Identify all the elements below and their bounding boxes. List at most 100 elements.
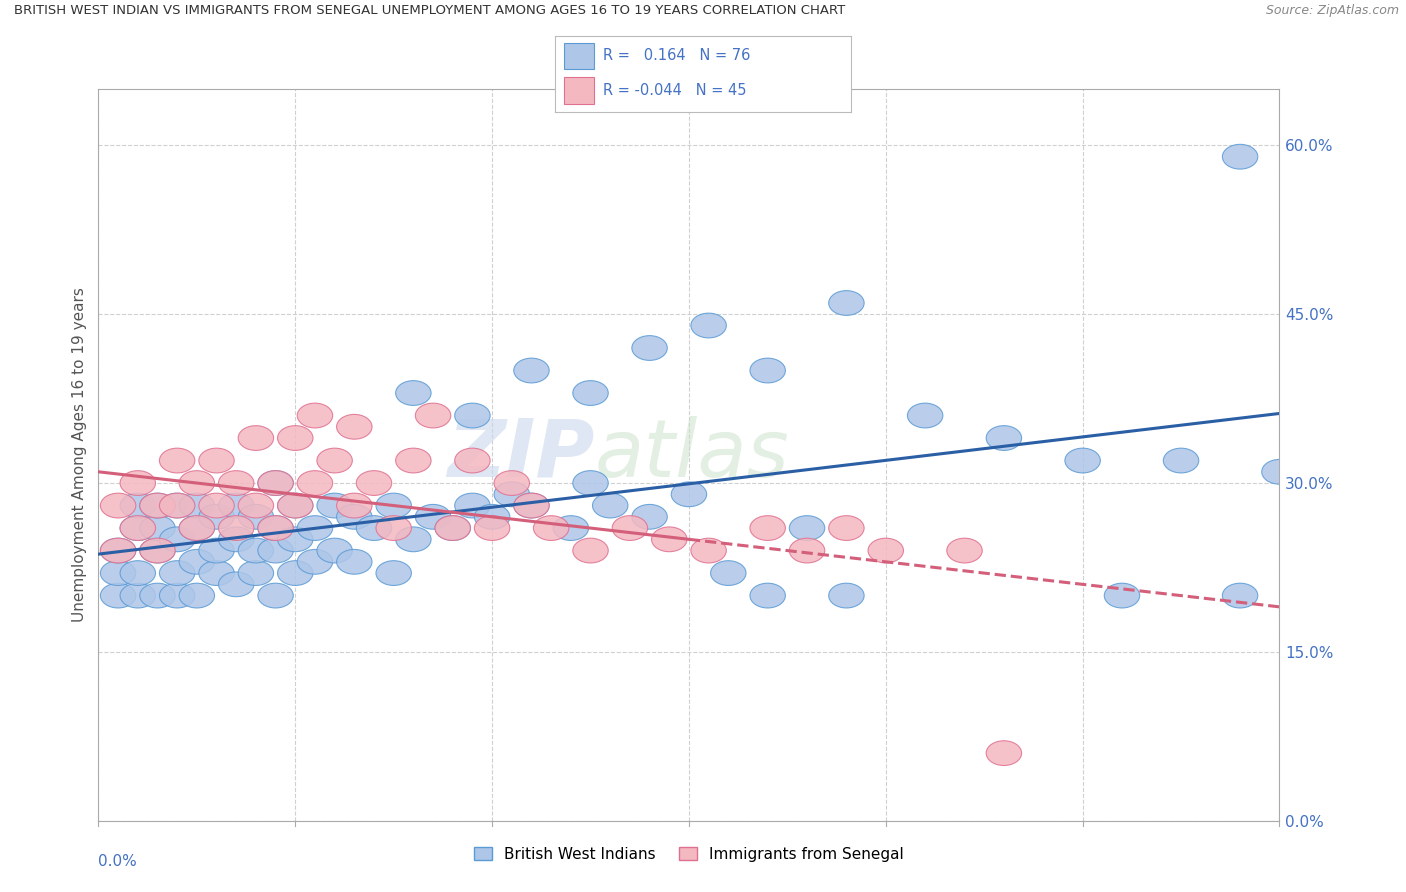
Ellipse shape xyxy=(671,482,707,507)
Ellipse shape xyxy=(513,493,550,518)
Ellipse shape xyxy=(513,493,550,518)
Ellipse shape xyxy=(277,493,314,518)
Ellipse shape xyxy=(139,516,176,541)
Text: atlas: atlas xyxy=(595,416,789,494)
Ellipse shape xyxy=(257,516,294,541)
Text: 0.0%: 0.0% xyxy=(98,854,138,869)
Ellipse shape xyxy=(1064,448,1101,473)
Ellipse shape xyxy=(828,516,865,541)
Ellipse shape xyxy=(277,425,314,450)
Ellipse shape xyxy=(336,415,373,439)
Ellipse shape xyxy=(179,493,215,518)
Ellipse shape xyxy=(1222,145,1258,169)
Ellipse shape xyxy=(356,471,392,495)
Ellipse shape xyxy=(179,583,215,608)
Ellipse shape xyxy=(513,359,550,383)
Text: R =   0.164   N = 76: R = 0.164 N = 76 xyxy=(603,48,749,63)
Ellipse shape xyxy=(238,425,274,450)
Ellipse shape xyxy=(316,538,353,563)
Ellipse shape xyxy=(120,583,156,608)
Ellipse shape xyxy=(690,538,727,563)
Ellipse shape xyxy=(100,538,136,563)
Ellipse shape xyxy=(375,561,412,585)
Ellipse shape xyxy=(238,561,274,585)
Ellipse shape xyxy=(218,527,254,551)
Ellipse shape xyxy=(159,583,195,608)
Ellipse shape xyxy=(946,538,983,563)
Ellipse shape xyxy=(198,538,235,563)
Ellipse shape xyxy=(218,471,254,495)
Ellipse shape xyxy=(474,505,510,529)
Ellipse shape xyxy=(1104,583,1140,608)
Ellipse shape xyxy=(749,359,786,383)
Ellipse shape xyxy=(238,538,274,563)
Text: R = -0.044   N = 45: R = -0.044 N = 45 xyxy=(603,83,747,98)
Ellipse shape xyxy=(159,448,195,473)
Ellipse shape xyxy=(277,527,314,551)
Ellipse shape xyxy=(297,403,333,428)
Text: Source: ZipAtlas.com: Source: ZipAtlas.com xyxy=(1265,4,1399,18)
Text: BRITISH WEST INDIAN VS IMMIGRANTS FROM SENEGAL UNEMPLOYMENT AMONG AGES 16 TO 19 : BRITISH WEST INDIAN VS IMMIGRANTS FROM S… xyxy=(14,4,845,18)
Ellipse shape xyxy=(494,482,530,507)
FancyBboxPatch shape xyxy=(564,43,593,69)
Ellipse shape xyxy=(415,505,451,529)
Ellipse shape xyxy=(395,448,432,473)
Legend: British West Indians, Immigrants from Senegal: British West Indians, Immigrants from Se… xyxy=(468,840,910,868)
Ellipse shape xyxy=(238,493,274,518)
Ellipse shape xyxy=(494,471,530,495)
Ellipse shape xyxy=(986,740,1022,765)
Ellipse shape xyxy=(907,403,943,428)
Ellipse shape xyxy=(572,381,609,405)
Ellipse shape xyxy=(139,538,176,563)
Ellipse shape xyxy=(139,493,176,518)
Ellipse shape xyxy=(690,313,727,338)
Ellipse shape xyxy=(316,493,353,518)
Ellipse shape xyxy=(356,516,392,541)
Ellipse shape xyxy=(415,403,451,428)
Ellipse shape xyxy=(336,549,373,574)
Ellipse shape xyxy=(434,516,471,541)
Ellipse shape xyxy=(257,471,294,495)
Ellipse shape xyxy=(336,493,373,518)
Ellipse shape xyxy=(395,527,432,551)
Ellipse shape xyxy=(297,471,333,495)
Ellipse shape xyxy=(631,335,668,360)
Ellipse shape xyxy=(375,516,412,541)
Ellipse shape xyxy=(749,583,786,608)
Ellipse shape xyxy=(533,516,569,541)
Ellipse shape xyxy=(828,291,865,316)
Ellipse shape xyxy=(572,471,609,495)
Ellipse shape xyxy=(375,493,412,518)
Ellipse shape xyxy=(1222,583,1258,608)
Ellipse shape xyxy=(238,505,274,529)
Ellipse shape xyxy=(868,538,904,563)
Ellipse shape xyxy=(612,516,648,541)
Ellipse shape xyxy=(139,493,176,518)
Ellipse shape xyxy=(100,561,136,585)
Ellipse shape xyxy=(572,538,609,563)
Ellipse shape xyxy=(218,493,254,518)
Ellipse shape xyxy=(277,561,314,585)
Ellipse shape xyxy=(100,583,136,608)
Ellipse shape xyxy=(257,471,294,495)
Ellipse shape xyxy=(297,516,333,541)
Ellipse shape xyxy=(789,516,825,541)
Y-axis label: Unemployment Among Ages 16 to 19 years: Unemployment Among Ages 16 to 19 years xyxy=(72,287,87,623)
Ellipse shape xyxy=(297,549,333,574)
Ellipse shape xyxy=(454,403,491,428)
Ellipse shape xyxy=(198,505,235,529)
Ellipse shape xyxy=(316,448,353,473)
Ellipse shape xyxy=(336,505,373,529)
Ellipse shape xyxy=(139,538,176,563)
Ellipse shape xyxy=(986,425,1022,450)
Ellipse shape xyxy=(454,448,491,473)
Ellipse shape xyxy=(198,561,235,585)
Ellipse shape xyxy=(277,493,314,518)
Ellipse shape xyxy=(474,516,510,541)
Ellipse shape xyxy=(100,493,136,518)
Ellipse shape xyxy=(749,516,786,541)
Ellipse shape xyxy=(120,471,156,495)
Ellipse shape xyxy=(789,538,825,563)
Ellipse shape xyxy=(159,493,195,518)
Ellipse shape xyxy=(1163,448,1199,473)
